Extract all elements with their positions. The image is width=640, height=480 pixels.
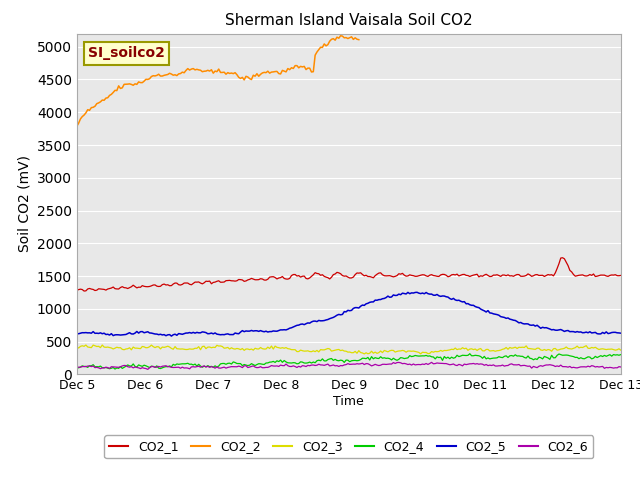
CO2_6	[397, 360, 404, 366]
CO2_5	[570, 329, 577, 335]
CO2_4	[75, 365, 83, 371]
CO2_6	[617, 364, 625, 370]
CO2_5	[75, 331, 83, 336]
Y-axis label: Soil CO2 (mV): Soil CO2 (mV)	[17, 156, 31, 252]
CO2_4	[535, 354, 543, 360]
CO2_1	[617, 273, 625, 278]
CO2_4	[399, 355, 406, 361]
CO2_1	[399, 271, 406, 276]
CO2_3	[73, 344, 81, 350]
CO2_5	[397, 292, 404, 298]
Line: CO2_4: CO2_4	[77, 354, 621, 369]
CO2_1	[570, 272, 577, 277]
CO2_5	[413, 289, 421, 295]
CO2_6	[75, 364, 83, 370]
Line: CO2_1: CO2_1	[77, 258, 621, 291]
CO2_6	[428, 360, 435, 365]
CO2_3	[75, 345, 83, 351]
CO2_3	[401, 348, 408, 354]
CO2_1	[73, 288, 81, 293]
CO2_1	[533, 272, 541, 277]
Title: Sherman Island Vaisala Soil CO2: Sherman Island Vaisala Soil CO2	[225, 13, 472, 28]
CO2_6	[144, 367, 152, 372]
CO2_4	[408, 354, 415, 360]
CO2_3	[617, 348, 625, 353]
CO2_3	[360, 351, 368, 357]
CO2_5	[535, 324, 543, 330]
CO2_3	[99, 342, 106, 348]
CO2_5	[73, 331, 81, 336]
CO2_3	[410, 348, 417, 354]
CO2_3	[570, 346, 577, 351]
CO2_1	[408, 273, 415, 278]
CO2_5	[617, 330, 625, 336]
CO2_5	[399, 290, 406, 296]
Line: CO2_3: CO2_3	[77, 345, 621, 354]
CO2_3	[399, 348, 406, 353]
CO2_4	[466, 351, 474, 357]
CO2_3	[535, 345, 543, 351]
CO2_4	[570, 354, 577, 360]
CO2_1	[80, 288, 88, 294]
CO2_6	[399, 361, 406, 367]
CO2_6	[73, 364, 81, 370]
CO2_6	[570, 364, 577, 370]
CO2_5	[408, 290, 415, 296]
CO2_6	[535, 363, 543, 369]
Legend: CO2_1, CO2_2, CO2_3, CO2_4, CO2_5, CO2_6: CO2_1, CO2_2, CO2_3, CO2_4, CO2_5, CO2_6	[104, 435, 593, 458]
CO2_2	[73, 123, 81, 129]
Text: SI_soilco2: SI_soilco2	[88, 47, 164, 60]
CO2_4	[73, 365, 81, 371]
CO2_1	[559, 255, 566, 261]
Line: CO2_5: CO2_5	[77, 292, 621, 336]
Line: CO2_6: CO2_6	[77, 362, 621, 370]
CO2_1	[397, 271, 404, 277]
CO2_6	[408, 362, 415, 368]
CO2_2	[75, 120, 83, 126]
X-axis label: Time: Time	[333, 395, 364, 408]
Line: CO2_2: CO2_2	[77, 36, 359, 126]
CO2_4	[397, 355, 404, 360]
CO2_4	[111, 366, 119, 372]
CO2_1	[75, 287, 83, 292]
CO2_4	[617, 352, 625, 358]
CO2_5	[168, 333, 175, 339]
